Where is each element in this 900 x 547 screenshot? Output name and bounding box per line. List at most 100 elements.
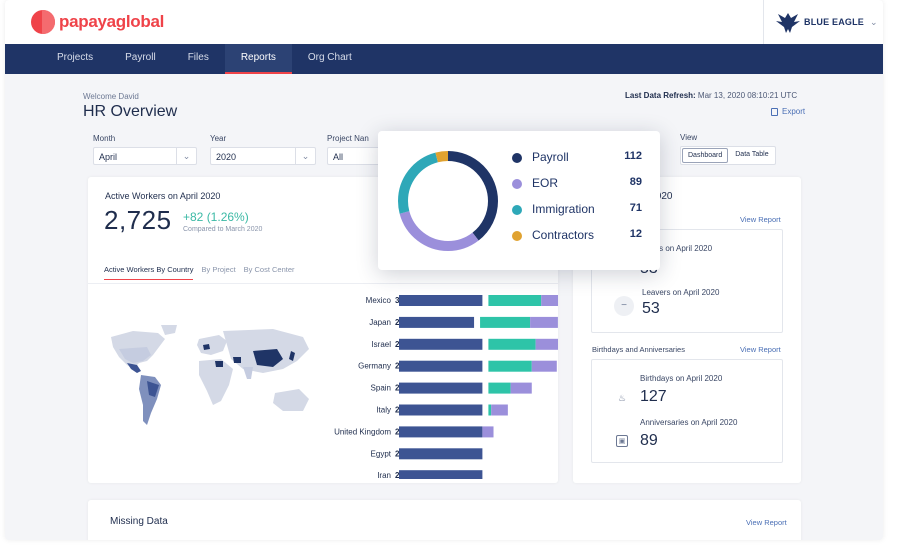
bar-united-kingdom-seg-2[interactable] <box>482 426 494 438</box>
legend-contractors-name: Contractors <box>532 228 595 242</box>
bar-italy-seg-1[interactable] <box>488 404 492 416</box>
legend-contractors-dot <box>512 231 522 241</box>
view-dashboard-button[interactable]: Dashboard <box>682 148 729 163</box>
active-workers-count: 2,725 <box>104 205 172 235</box>
company-switcher[interactable]: BLUE EAGLE ⌄ <box>763 0 883 44</box>
bar-israel-seg-1[interactable] <box>488 338 536 350</box>
view-label: View <box>680 133 698 142</box>
bar-germany-seg-1[interactable] <box>488 360 532 372</box>
document-icon <box>771 107 778 116</box>
app-window: papayaglobal BLUE EAGLE ⌄ Projects Payro… <box>5 0 883 540</box>
map-africa <box>199 359 233 405</box>
bar-germany-seg-2[interactable] <box>531 360 557 372</box>
papaya-logo-icon <box>31 10 55 34</box>
legend-eor-dot <box>512 179 522 189</box>
view-report-missing[interactable]: View Report <box>746 518 787 527</box>
year-label: Year <box>210 134 227 143</box>
view-report-joiners[interactable]: View Report <box>740 215 781 224</box>
active-workers-tabs: Active Workers By Country By Project By … <box>104 265 303 280</box>
bar-mexico-seg-1[interactable] <box>488 295 542 306</box>
page-title: HR Overview <box>83 103 178 120</box>
month-value: April <box>99 152 118 162</box>
project-value: All <box>333 152 344 162</box>
bar-spain-seg-1[interactable] <box>488 382 511 394</box>
legend-eor-value: 89 <box>629 176 642 188</box>
papaya-logo[interactable]: papayaglobal <box>31 10 164 34</box>
birthdays-label: Birthdays on April 2020 <box>640 374 723 383</box>
nav-projects[interactable]: Projects <box>57 52 94 63</box>
bar-spain-seg-0[interactable] <box>399 382 483 394</box>
bar-israel-seg-2[interactable] <box>535 338 558 350</box>
anniversaries-value: 89 <box>640 432 658 449</box>
donut-slice-eor <box>398 151 498 251</box>
bar-egypt-seg-0[interactable] <box>399 448 483 460</box>
export-button[interactable]: Export <box>771 107 805 116</box>
bar-japan-seg-2[interactable] <box>530 316 558 328</box>
bar-united-kingdom-seg-0[interactable] <box>399 426 483 438</box>
badge-icon: ▣ <box>616 435 628 447</box>
map-greenland <box>161 325 177 335</box>
bar-label-spain: Spain <box>371 384 391 393</box>
legend-immigration-dot <box>512 205 522 215</box>
legend-payroll-dot <box>512 153 522 163</box>
map-mexico <box>127 363 141 373</box>
nav-files[interactable]: Files <box>187 52 209 63</box>
active-workers-compare: Compared to March 2020 <box>183 226 263 233</box>
main-nav: Projects Payroll Files Reports Org Chart <box>5 44 883 74</box>
leavers-value: 53 <box>642 300 660 317</box>
bar-label-egypt: Egypt <box>371 449 392 458</box>
bar-italy-seg-0[interactable] <box>399 404 483 416</box>
birthdays-section-label: Birthdays and Anniversaries <box>592 345 685 354</box>
bar-label-united-kingdom: United Kingdom <box>334 427 391 436</box>
view-data-table-button[interactable]: Data Table <box>735 151 769 158</box>
month-label: Month <box>93 134 116 143</box>
map-brazil <box>147 381 159 397</box>
world-map <box>111 325 309 425</box>
legend-contractors: Contractors 12 <box>512 228 642 244</box>
bar-japan-seg-1[interactable] <box>480 316 531 328</box>
bar-iran-seg-0[interactable] <box>399 470 483 479</box>
tabs-divider <box>88 283 558 284</box>
tab-by-cost-center[interactable]: By Cost Center <box>243 265 295 274</box>
worker-type-donut <box>398 151 498 251</box>
bar-israel-seg-0[interactable] <box>399 338 483 350</box>
view-report-birthdays[interactable]: View Report <box>740 345 781 354</box>
bar-label-italy: Italy <box>376 406 391 415</box>
legend-eor: EOR 89 <box>512 176 642 192</box>
data-refresh: Last Data Refresh: Mar 13, 2020 08:10:21… <box>625 91 797 100</box>
legend-immigration-name: Immigration <box>532 202 595 216</box>
project-label: Project Nan <box>327 134 369 143</box>
bar-japan-seg-0[interactable] <box>399 316 475 328</box>
active-workers-change: +82 (1.26%) <box>183 210 249 224</box>
map-iran <box>233 357 241 363</box>
legend-payroll-value: 112 <box>624 150 642 162</box>
donut-slice-immigration <box>398 151 498 251</box>
month-select[interactable]: April ⌄ <box>93 147 197 165</box>
export-label: Export <box>782 107 806 116</box>
nav-org-chart[interactable]: Org Chart <box>307 52 352 63</box>
legend-eor-name: EOR <box>532 176 559 190</box>
birthdays-box: Birthdays on April 2020 ♨ 127 Anniversar… <box>591 359 783 463</box>
missing-data-card: Missing Data View Report <box>88 500 801 540</box>
nav-reports[interactable]: Reports <box>224 44 292 74</box>
bar-germany-seg-0[interactable] <box>399 360 483 372</box>
map-japan <box>289 351 295 361</box>
nav-payroll[interactable]: Payroll <box>125 52 156 63</box>
tab-by-project[interactable]: By Project <box>201 265 236 274</box>
tab-by-country[interactable]: Active Workers By Country <box>104 265 194 280</box>
refresh-label: Last Data Refresh: <box>625 91 696 100</box>
workers-bar-chart: Mexico324Japan298Israel271Germany260Spai… <box>334 295 558 479</box>
bar-italy-seg-2[interactable] <box>491 404 508 416</box>
chevron-down-icon: ⌄ <box>870 16 878 27</box>
leavers-label: Leavers on April 2020 <box>642 288 720 297</box>
bar-mexico-seg-2[interactable] <box>541 295 558 306</box>
bar-mexico-seg-0[interactable] <box>399 295 483 306</box>
map-usa <box>119 347 151 363</box>
bar-spain-seg-2[interactable] <box>510 382 532 394</box>
legend-contractors-value: 12 <box>629 228 642 240</box>
bar-label-iran: Iran <box>377 471 391 479</box>
year-select[interactable]: 2020 ⌄ <box>210 147 316 165</box>
worker-type-popup: Payroll 112 EOR 89 Immigration 71 Contra… <box>378 131 660 270</box>
company-name: BLUE EAGLE <box>804 17 865 27</box>
cake-icon: ♨ <box>617 393 627 403</box>
